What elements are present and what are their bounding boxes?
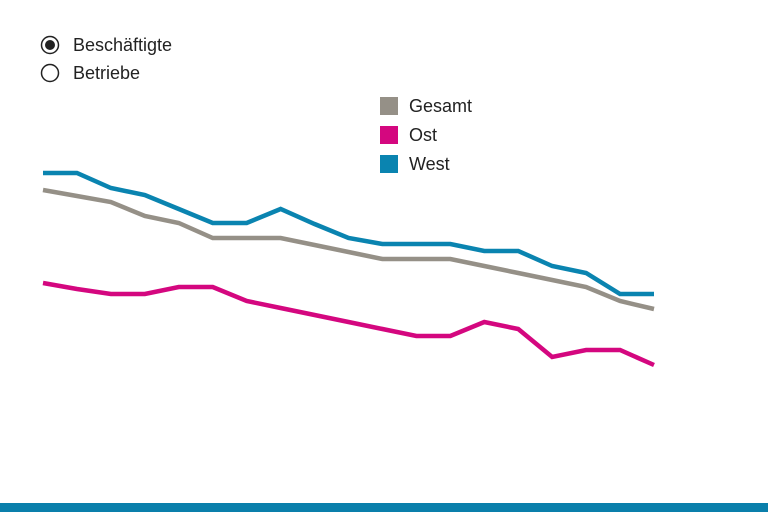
series-line xyxy=(43,170,654,297)
legend-swatch xyxy=(380,126,398,144)
radio-label[interactable]: Betriebe xyxy=(73,63,140,83)
radio-dot xyxy=(45,40,55,50)
series-line xyxy=(42,187,655,312)
legend-label: West xyxy=(409,154,450,174)
legend-label: Ost xyxy=(409,125,437,145)
bottom-bar xyxy=(0,503,768,512)
radio-button[interactable] xyxy=(40,63,60,83)
legend-swatch xyxy=(380,97,398,115)
radio-label[interactable]: Beschäftigte xyxy=(73,35,172,55)
legend-label: Gesamt xyxy=(409,96,472,116)
legend-swatch xyxy=(380,155,398,173)
series-line xyxy=(42,280,655,368)
